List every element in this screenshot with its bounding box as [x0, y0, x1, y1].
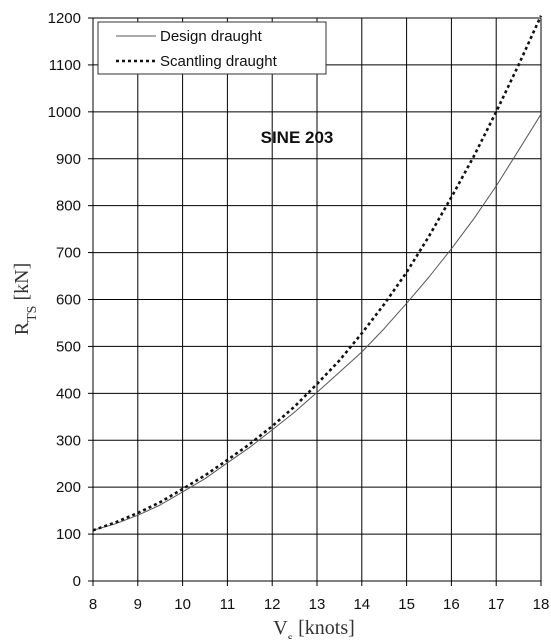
- x-tick-label: 9: [134, 596, 142, 613]
- x-tick-label: 8: [89, 596, 97, 613]
- y-tick-label: 600: [56, 292, 81, 309]
- legend-label-scantling: Scantling draught: [160, 53, 278, 70]
- x-axis-title-sub: s: [288, 631, 293, 640]
- y-tick-label: 200: [56, 479, 81, 496]
- y-tick-label: 500: [56, 338, 81, 355]
- x-tick-labels: 8 9 10 11 12 13 14 15 16 17 18: [89, 596, 550, 613]
- x-tick-label: 12: [264, 596, 281, 613]
- legend-label-design: Design draught: [160, 28, 263, 45]
- y-tick-label: 700: [56, 245, 81, 262]
- y-tick-label: 100: [56, 526, 81, 543]
- y-tick-label: 900: [56, 151, 81, 168]
- y-axis-title-main: R: [11, 321, 33, 335]
- y-axis-title-sub: TS: [25, 306, 40, 322]
- y-tick-labels: 0 100 200 300 400 500 600 700 800 900 1000 1100 1200: [48, 10, 81, 590]
- series-layer: [92, 15, 543, 532]
- series-line-design-draught: [92, 113, 542, 531]
- x-tick-label: 11: [220, 596, 236, 613]
- y-tick-label: 1000: [48, 104, 81, 121]
- x-axis-title: Vs [knots]: [273, 617, 355, 639]
- y-axis-title: RTS [kN]: [11, 263, 40, 335]
- y-tick-label: 300: [56, 432, 81, 449]
- x-tick-label: 10: [174, 596, 191, 613]
- x-tick-label: 13: [309, 596, 326, 613]
- x-axis-title-rest: [knots]: [293, 617, 355, 639]
- y-tick-label: 400: [56, 385, 81, 402]
- x-tick-label: 16: [443, 596, 460, 613]
- grid: [88, 17, 542, 586]
- legend-box: [97, 21, 327, 75]
- y-tick-label: 800: [56, 198, 81, 215]
- x-tick-label: 14: [353, 596, 370, 613]
- x-tick-label: 18: [533, 596, 550, 613]
- y-axis-title-rest: [kN]: [11, 263, 33, 306]
- y-tick-label: 1100: [49, 57, 81, 74]
- x-tick-label: 17: [488, 596, 505, 613]
- y-tick-label: 0: [73, 573, 81, 590]
- chart-annotation: SINE 203: [261, 128, 334, 147]
- x-tick-label: 15: [398, 596, 415, 613]
- x-axis-title-main: V: [273, 617, 288, 639]
- series-line-scantling-draught: [92, 15, 543, 532]
- legend: Design draught Scantling draught: [97, 21, 327, 75]
- y-tick-label: 1200: [48, 10, 81, 27]
